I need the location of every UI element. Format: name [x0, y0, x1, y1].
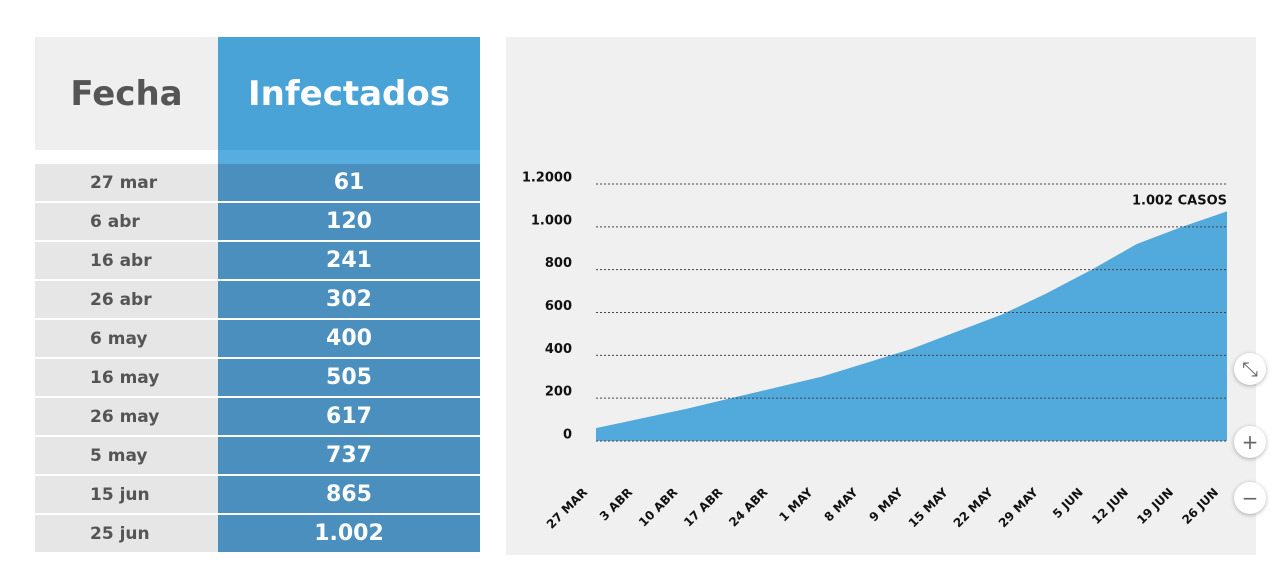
- data-table: Fecha Infectados 27 mar 61 6 abr 120 16 abr 2…: [35, 37, 480, 554]
- table-row: 26 abr 302: [35, 281, 480, 318]
- y-tick-label: 1.2000: [522, 171, 572, 186]
- table-header: Fecha Infectados: [35, 37, 480, 150]
- zoom-in-button[interactable]: +: [1234, 426, 1266, 458]
- collapse-button[interactable]: ⤡: [1234, 353, 1266, 385]
- table-cell: 16 may: [35, 359, 218, 396]
- table-cell: 241: [218, 242, 480, 279]
- table-row: 27 mar 61: [35, 164, 480, 201]
- table-cell: 6 abr: [35, 203, 218, 240]
- table-cell: 302: [218, 281, 480, 318]
- table-cell: 6 may: [35, 320, 218, 357]
- y-tick-label: 800: [545, 256, 572, 271]
- table-cell: 15 jun: [35, 476, 218, 513]
- y-tick-label: 0: [563, 428, 572, 443]
- table-cell: 865: [218, 476, 480, 513]
- y-tick-label: 600: [545, 299, 572, 314]
- table-row: 25 jun 1.002: [35, 515, 480, 552]
- table-row: 6 may 400: [35, 320, 480, 357]
- y-tick-label: 200: [545, 385, 572, 400]
- table-row: 16 may 505: [35, 359, 480, 396]
- table-row: 5 may 737: [35, 437, 480, 474]
- header-cell: Fecha: [35, 37, 218, 150]
- header-cell: Infectados: [218, 37, 480, 150]
- table-cell: 120: [218, 203, 480, 240]
- table-cell: 25 jun: [35, 515, 218, 552]
- zoom-out-button[interactable]: −: [1234, 482, 1266, 514]
- y-tick-label: 400: [545, 342, 572, 357]
- table-cell: 737: [218, 437, 480, 474]
- table-cell: 400: [218, 320, 480, 357]
- table-row: 26 may 617: [35, 398, 480, 435]
- annotation: 1.002 CASOS: [1132, 194, 1227, 209]
- table-cell: 16 abr: [35, 242, 218, 279]
- table-row: 6 abr 120: [35, 203, 480, 240]
- table-row: 16 abr 241: [35, 242, 480, 279]
- table-row: 15 jun 865: [35, 476, 480, 513]
- spacer: [35, 150, 480, 164]
- table-cell: 26 may: [35, 398, 218, 435]
- table-cell: 61: [218, 164, 480, 201]
- table-body: 27 mar 61 6 abr 120 16 abr 241 26 abr 302 6 may 4…: [35, 164, 480, 552]
- table-cell: 5 may: [35, 437, 218, 474]
- table-cell: 617: [218, 398, 480, 435]
- table-cell: 1.002: [218, 515, 480, 552]
- area: [596, 211, 1227, 441]
- table-cell: 27 mar: [35, 164, 218, 201]
- table-cell: 505: [218, 359, 480, 396]
- table-cell: 26 abr: [35, 281, 218, 318]
- y-tick-label: 1.000: [531, 213, 572, 228]
